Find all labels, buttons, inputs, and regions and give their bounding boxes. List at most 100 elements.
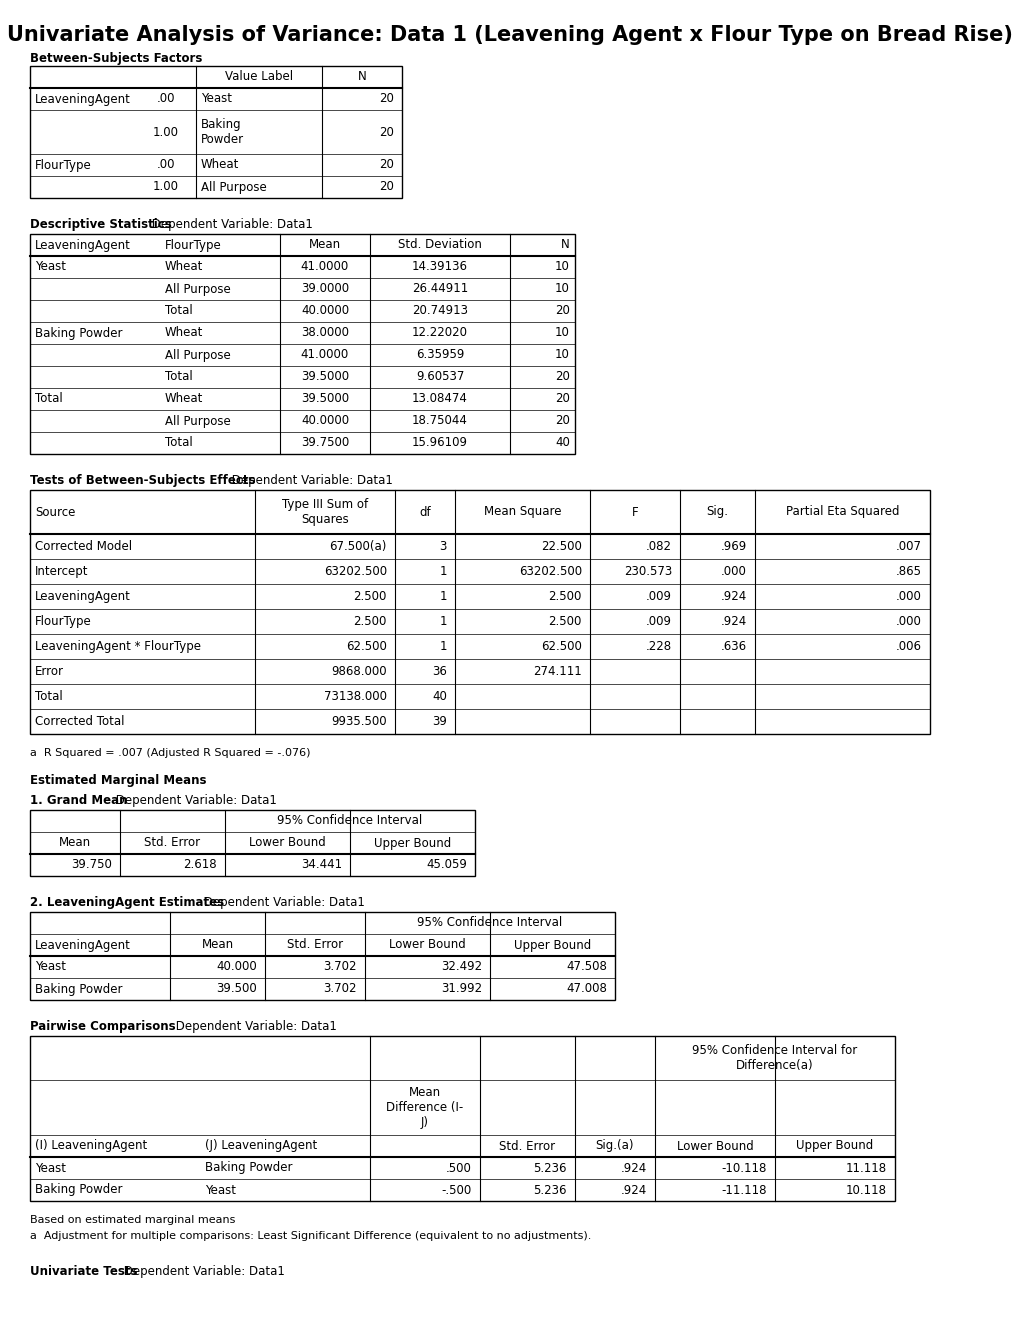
Text: 73138.000: 73138.000 bbox=[324, 690, 386, 704]
Text: 45.059: 45.059 bbox=[426, 858, 467, 871]
Text: 36: 36 bbox=[432, 665, 446, 678]
Text: Lower Bound: Lower Bound bbox=[249, 837, 325, 850]
Text: Std. Error: Std. Error bbox=[145, 837, 201, 850]
Text: LeaveningAgent: LeaveningAgent bbox=[35, 590, 130, 603]
Text: 95% Confidence Interval: 95% Confidence Interval bbox=[417, 916, 562, 929]
Text: 1: 1 bbox=[439, 640, 446, 653]
Bar bbox=[30, 66, 401, 198]
Text: Baking Powder: Baking Powder bbox=[35, 326, 122, 339]
Text: Between-Subjects Factors: Between-Subjects Factors bbox=[30, 51, 202, 65]
Text: 20: 20 bbox=[379, 181, 393, 194]
Text: 18.75044: 18.75044 bbox=[412, 414, 468, 428]
Text: LeaveningAgent * FlourType: LeaveningAgent * FlourType bbox=[35, 640, 201, 653]
Text: 20: 20 bbox=[379, 92, 393, 106]
Text: 3.702: 3.702 bbox=[323, 961, 357, 974]
Text: .00: .00 bbox=[157, 92, 175, 106]
Text: 63202.500: 63202.500 bbox=[324, 565, 386, 578]
Text: 2.500: 2.500 bbox=[354, 615, 386, 628]
Text: 2.500: 2.500 bbox=[548, 590, 582, 603]
Text: .924: .924 bbox=[621, 1162, 646, 1175]
Text: 6.35959: 6.35959 bbox=[416, 348, 464, 362]
Text: .924: .924 bbox=[621, 1184, 646, 1196]
Text: Dependent Variable: Data1: Dependent Variable: Data1 bbox=[112, 795, 276, 807]
Text: Source: Source bbox=[35, 506, 75, 519]
Text: 41.0000: 41.0000 bbox=[301, 348, 348, 362]
Text: 39: 39 bbox=[432, 715, 446, 729]
Text: Yeast: Yeast bbox=[205, 1184, 235, 1196]
Text: Value Label: Value Label bbox=[225, 70, 292, 83]
Text: FlourType: FlourType bbox=[35, 615, 92, 628]
Text: Type III Sum of
Squares: Type III Sum of Squares bbox=[281, 498, 368, 525]
Text: Dependent Variable: Data1: Dependent Variable: Data1 bbox=[172, 1020, 336, 1034]
Text: All Purpose: All Purpose bbox=[165, 348, 230, 362]
Text: Partial Eta Squared: Partial Eta Squared bbox=[785, 506, 899, 519]
Text: 40: 40 bbox=[432, 690, 446, 704]
Text: 2. LeaveningAgent Estimates: 2. LeaveningAgent Estimates bbox=[30, 896, 224, 909]
Text: Pairwise Comparisons: Pairwise Comparisons bbox=[30, 1020, 175, 1034]
Text: a  Adjustment for multiple comparisons: Least Significant Difference (equivalent: a Adjustment for multiple comparisons: L… bbox=[30, 1232, 591, 1241]
Text: Wheat: Wheat bbox=[165, 260, 203, 273]
Text: (J) LeaveningAgent: (J) LeaveningAgent bbox=[205, 1139, 317, 1152]
Text: 40: 40 bbox=[554, 437, 570, 450]
Text: 26.44911: 26.44911 bbox=[412, 282, 468, 296]
Text: 10.118: 10.118 bbox=[845, 1184, 887, 1196]
Bar bbox=[30, 1036, 894, 1201]
Text: .007: .007 bbox=[895, 540, 921, 553]
Text: 20: 20 bbox=[379, 125, 393, 139]
Text: Dependent Variable: Data1: Dependent Variable: Data1 bbox=[148, 218, 313, 231]
Text: Yeast: Yeast bbox=[201, 92, 231, 106]
Text: .000: .000 bbox=[896, 615, 921, 628]
Text: 62.500: 62.500 bbox=[345, 640, 386, 653]
Text: Sig.(a): Sig.(a) bbox=[595, 1139, 634, 1152]
Text: 2.500: 2.500 bbox=[548, 615, 582, 628]
Text: 1: 1 bbox=[439, 590, 446, 603]
Text: Total: Total bbox=[165, 437, 193, 450]
Text: 39.7500: 39.7500 bbox=[301, 437, 348, 450]
Text: Yeast: Yeast bbox=[35, 961, 66, 974]
Text: LeaveningAgent: LeaveningAgent bbox=[35, 92, 130, 106]
Text: 20.74913: 20.74913 bbox=[412, 305, 468, 318]
Text: 38.0000: 38.0000 bbox=[301, 326, 348, 339]
Text: 10: 10 bbox=[554, 348, 570, 362]
Text: Yeast: Yeast bbox=[35, 1162, 66, 1175]
Text: .082: .082 bbox=[645, 540, 672, 553]
Text: .636: .636 bbox=[720, 640, 746, 653]
Text: 2.500: 2.500 bbox=[354, 590, 386, 603]
Text: 9935.500: 9935.500 bbox=[331, 715, 386, 729]
Text: Baking Powder: Baking Powder bbox=[35, 1184, 122, 1196]
Text: 1: 1 bbox=[439, 565, 446, 578]
Text: 9868.000: 9868.000 bbox=[331, 665, 386, 678]
Text: 3.702: 3.702 bbox=[323, 982, 357, 995]
Text: Corrected Total: Corrected Total bbox=[35, 715, 124, 729]
Text: 20: 20 bbox=[554, 392, 570, 405]
Bar bbox=[30, 810, 475, 876]
Text: 31.992: 31.992 bbox=[440, 982, 482, 995]
Text: Mean: Mean bbox=[201, 939, 233, 952]
Text: Std. Error: Std. Error bbox=[499, 1139, 555, 1152]
Text: 40.0000: 40.0000 bbox=[301, 414, 348, 428]
Text: Univariate Analysis of Variance: Data 1 (Leavening Agent x Flour Type on Bread R: Univariate Analysis of Variance: Data 1 … bbox=[7, 25, 1012, 45]
Text: a  R Squared = .007 (Adjusted R Squared = -.076): a R Squared = .007 (Adjusted R Squared =… bbox=[30, 748, 310, 758]
Text: 20: 20 bbox=[554, 305, 570, 318]
Text: Based on estimated marginal means: Based on estimated marginal means bbox=[30, 1214, 235, 1225]
Text: Tests of Between-Subjects Effects: Tests of Between-Subjects Effects bbox=[30, 474, 255, 487]
Text: LeaveningAgent: LeaveningAgent bbox=[35, 239, 130, 252]
Text: All Purpose: All Purpose bbox=[165, 282, 230, 296]
Text: Dependent Variable: Data1: Dependent Variable: Data1 bbox=[200, 896, 365, 909]
Text: 34.441: 34.441 bbox=[301, 858, 341, 871]
Text: .924: .924 bbox=[720, 590, 746, 603]
Text: Lower Bound: Lower Bound bbox=[676, 1139, 753, 1152]
Bar bbox=[30, 490, 929, 734]
Text: (I) LeaveningAgent: (I) LeaveningAgent bbox=[35, 1139, 147, 1152]
Text: df: df bbox=[419, 506, 430, 519]
Text: Corrected Model: Corrected Model bbox=[35, 540, 132, 553]
Text: Intercept: Intercept bbox=[35, 565, 89, 578]
Text: 47.508: 47.508 bbox=[566, 961, 606, 974]
Text: Wheat: Wheat bbox=[165, 392, 203, 405]
Bar bbox=[30, 234, 575, 454]
Text: Descriptive Statistics: Descriptive Statistics bbox=[30, 218, 171, 231]
Text: N: N bbox=[560, 239, 570, 252]
Text: 9.60537: 9.60537 bbox=[416, 371, 464, 384]
Text: .009: .009 bbox=[645, 590, 672, 603]
Text: Upper Bound: Upper Bound bbox=[374, 837, 450, 850]
